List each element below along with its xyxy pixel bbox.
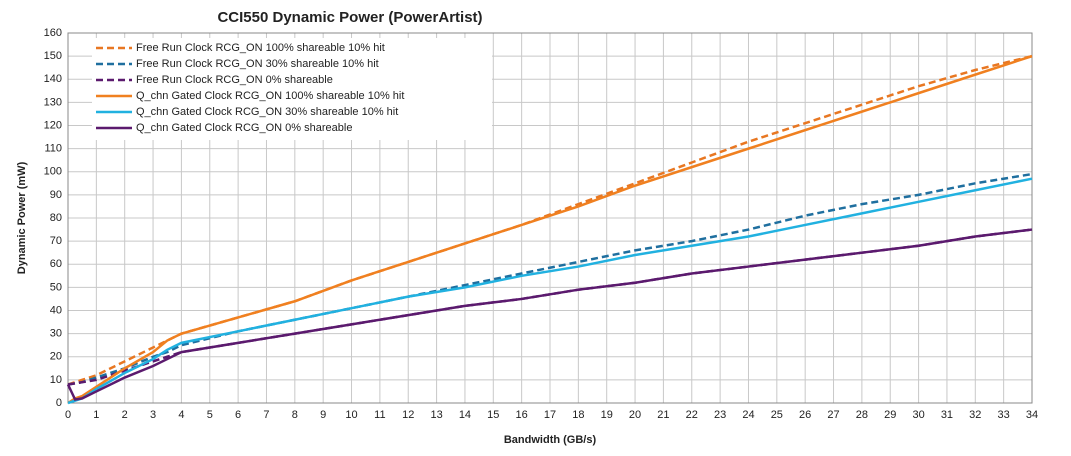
y-tick-label: 40: [50, 304, 62, 316]
x-tick-label: 12: [402, 409, 414, 421]
series-line: [67, 177, 1033, 405]
legend-box: [92, 38, 492, 140]
y-tick-label: 160: [44, 27, 62, 39]
x-tick-label: 4: [178, 409, 184, 421]
legend-label: Free Run Clock RCG_ON 30% shareable 10% …: [136, 58, 379, 70]
x-tick-label: 9: [320, 409, 326, 421]
y-tick-label: 100: [44, 166, 62, 178]
y-tick-label: 70: [50, 235, 62, 247]
chart-title: CCI550 Dynamic Power (PowerArtist): [217, 9, 482, 26]
x-tick-label: 20: [629, 409, 641, 421]
x-tick-label: 28: [856, 409, 868, 421]
y-tick-label: 110: [44, 143, 62, 155]
x-tick-label: 15: [487, 409, 499, 421]
y-tick-label: 150: [44, 50, 62, 62]
legend-label: Q_chn Gated Clock RCG_ON 0% shareable: [136, 122, 352, 134]
x-tick-label: 24: [742, 409, 754, 421]
y-tick-label: 120: [44, 119, 62, 131]
x-tick-label: 34: [1026, 409, 1038, 421]
y-tick-label: 80: [50, 212, 62, 224]
x-tick-label: 0: [65, 409, 71, 421]
x-tick-label: 17: [544, 409, 556, 421]
y-tick-label: 50: [50, 281, 62, 293]
x-tick-label: 25: [771, 409, 783, 421]
x-tick-label: 29: [884, 409, 896, 421]
x-tick-label: 3: [150, 409, 156, 421]
x-tick-label: 6: [235, 409, 241, 421]
x-tick-label: 8: [292, 409, 298, 421]
x-tick-label: 31: [941, 409, 953, 421]
legend-label: Q_chn Gated Clock RCG_ON 30% shareable 1…: [136, 106, 398, 118]
series-line: [67, 54, 1033, 405]
plot-border: [67, 32, 1033, 404]
x-axis-label: Bandwidth (GB/s): [504, 434, 597, 446]
x-tick-label: 33: [998, 409, 1010, 421]
series-line: [67, 54, 1033, 386]
x-tick-label: 32: [969, 409, 981, 421]
legend-label: Q_chn Gated Clock RCG_ON 100% shareable …: [136, 90, 404, 102]
x-tick-label: 5: [207, 409, 213, 421]
y-axis-label: Dynamic Power (mW): [16, 161, 28, 274]
x-tick-label: 30: [912, 409, 924, 421]
x-tick-label: 22: [686, 409, 698, 421]
y-tick-label: 0: [56, 397, 62, 409]
y-tick-label: 140: [44, 73, 62, 85]
legend-label: Free Run Clock RCG_ON 0% shareable: [136, 74, 333, 86]
legend-label: Free Run Clock RCG_ON 100% shareable 10%…: [136, 42, 385, 54]
x-tick-label: 1: [93, 409, 99, 421]
y-tick-label: 30: [50, 328, 62, 340]
x-tick-label: 18: [572, 409, 584, 421]
y-tick-label: 60: [50, 258, 62, 270]
x-tick-label: 7: [263, 409, 269, 421]
x-tick-label: 26: [799, 409, 811, 421]
x-tick-label: 23: [714, 409, 726, 421]
x-tick-label: 11: [374, 409, 385, 421]
x-tick-label: 21: [657, 409, 669, 421]
series-line: [66, 228, 1033, 401]
x-tick-label: 14: [459, 409, 471, 421]
x-tick-label: 27: [827, 409, 839, 421]
x-tick-label: 16: [516, 409, 528, 421]
x-tick-label: 2: [122, 409, 128, 421]
y-tick-label: 10: [50, 374, 62, 386]
x-tick-label: 13: [430, 409, 442, 421]
y-tick-label: 20: [50, 351, 62, 363]
x-tick-label: 10: [345, 409, 357, 421]
y-tick-label: 90: [50, 189, 62, 201]
x-tick-label: 19: [601, 409, 613, 421]
y-tick-label: 130: [44, 96, 62, 108]
